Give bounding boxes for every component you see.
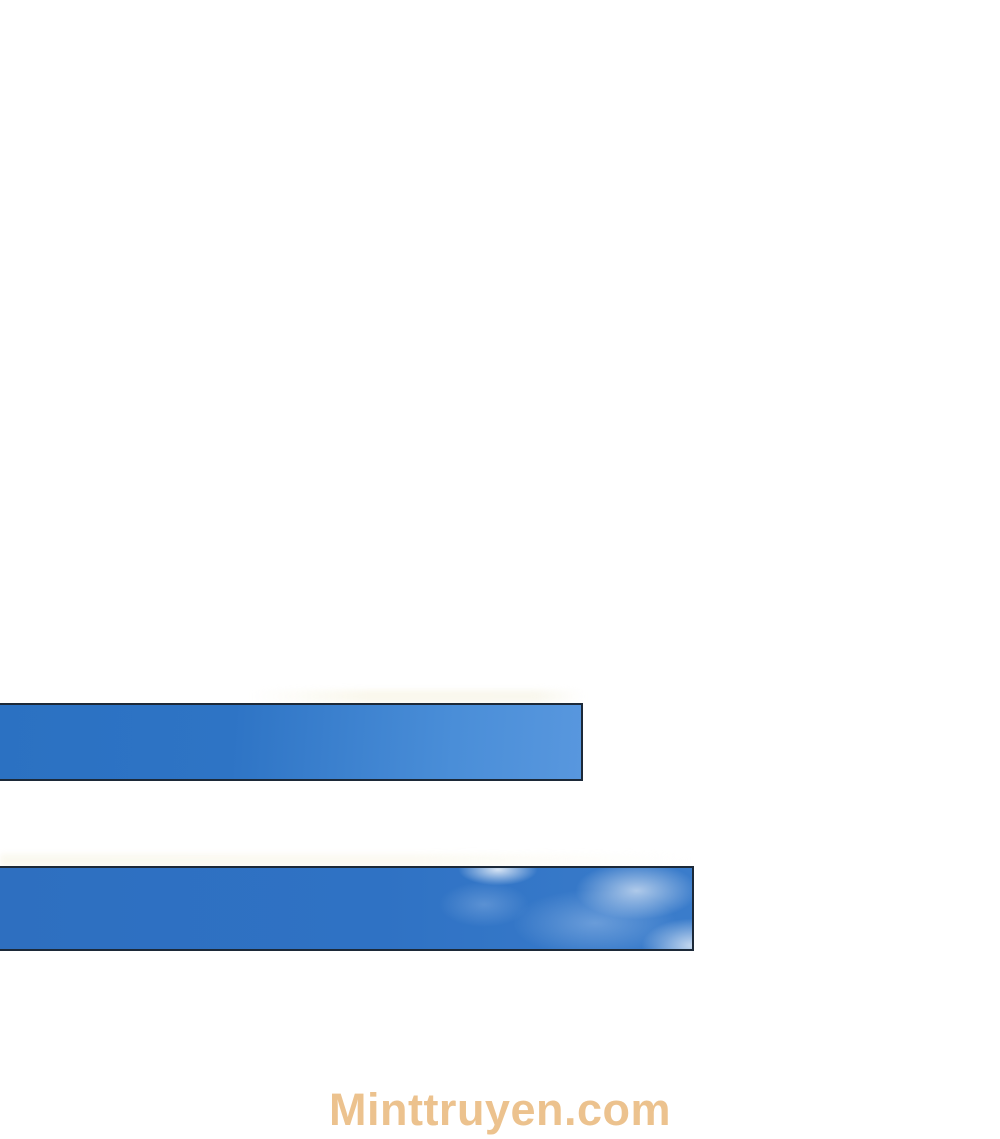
comic-panel-sky-bottom [0, 866, 694, 951]
cloud-haze-above-top-panel [250, 690, 585, 703]
cloud-haze-above-bottom-panel [0, 854, 694, 866]
site-watermark: Minttruyen.com [328, 1084, 672, 1135]
comic-panel-sky-top [0, 703, 583, 781]
